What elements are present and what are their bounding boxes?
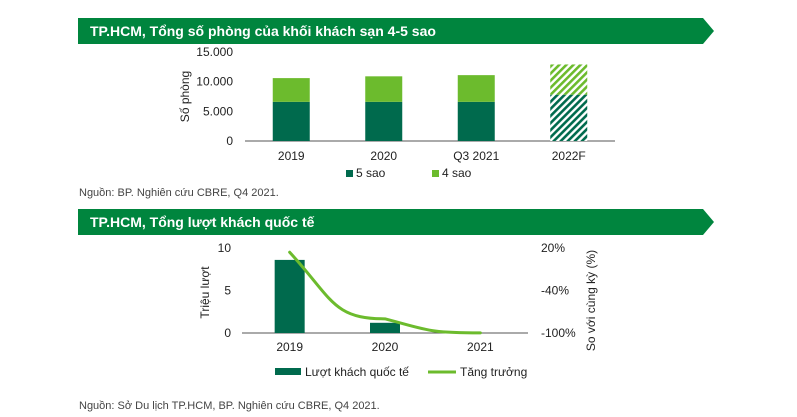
bar-5-sao-2020 [365, 101, 403, 141]
y-tick-label: 5 [224, 284, 231, 298]
x-tick-label: 2020 [370, 149, 397, 163]
banner-arrow-shape [78, 18, 714, 44]
y-tick-label: 5.000 [203, 104, 233, 118]
line-tang-truong [288, 250, 482, 335]
x-tick-label: 2020 [372, 340, 399, 354]
y-tick-label: 10.000 [196, 75, 233, 89]
y-tick-label: 0 [224, 326, 231, 340]
y-axis-label: Số phòng [178, 71, 192, 122]
legend-label: Lượt khách quốc tế [305, 365, 409, 379]
y-tick-label: 0 [226, 134, 233, 148]
legend-label: 4 sao [442, 166, 472, 180]
legend-swatch [275, 368, 301, 375]
bar-5-sao-q3-2021 [457, 101, 495, 141]
legend-swatch [346, 170, 353, 177]
y2-axis-label: So với cùng kỳ (%) [584, 250, 598, 351]
visitors-combo-chart: 0 5 10 20% -40% -100% Triệu lượt So với cùng kỳ… [198, 241, 598, 379]
bar-4-sao-2022f [550, 64, 588, 95]
rooms-stacked-bar-chart: 0 5.000 10.000 15.000 Số phòng 2019 2020 Q3 202… [178, 45, 615, 180]
banner-title: TP.HCM, Tổng số phòng của khối khách sạn… [90, 23, 436, 39]
banner-arrow-shape [78, 209, 714, 235]
bar-luot-khach-2019 [274, 259, 305, 333]
y-tick-label: 10 [218, 241, 232, 255]
x-tick-label: 2019 [276, 340, 303, 354]
x-tick-label: 2019 [278, 149, 305, 163]
bar-luot-khach-2020 [370, 322, 400, 333]
y-tick-label: 15.000 [196, 45, 233, 59]
legend-label: Tăng trưởng [460, 365, 527, 379]
y2-tick-label: -40% [541, 284, 569, 298]
section-banner-rooms: TP.HCM, Tổng số phòng của khối khách sạn… [78, 18, 714, 44]
legend-label: 5 sao [356, 166, 386, 180]
y2-tick-label: 20% [541, 241, 565, 255]
y2-tick-label: -100% [541, 326, 576, 340]
bar-4-sao-2019 [272, 78, 310, 102]
source-note-visitors: Nguồn: Sở Du lịch TP.HCM, BP. Nghiên cứu… [79, 400, 380, 412]
banner-title: TP.HCM, Tổng lượt khách quốc tế [90, 214, 315, 230]
bar-5-sao-2019 [272, 101, 310, 141]
x-tick-label: Q3 2021 [453, 149, 499, 163]
source-note-rooms: Nguồn: BP. Nghiên cứu CBRE, Q4 2021. [79, 187, 279, 199]
bar-4-sao-2020 [365, 76, 403, 102]
section-banner-visitors: TP.HCM, Tổng lượt khách quốc tế [78, 209, 714, 235]
legend-swatch [432, 170, 439, 177]
x-tick-label: 2022F [552, 149, 586, 163]
x-tick-label: 2021 [467, 340, 494, 354]
y-axis-label: Triệu lượt [198, 266, 212, 319]
bar-4-sao-q3-2021 [457, 75, 495, 102]
bar-5-sao-2022f [550, 94, 588, 141]
